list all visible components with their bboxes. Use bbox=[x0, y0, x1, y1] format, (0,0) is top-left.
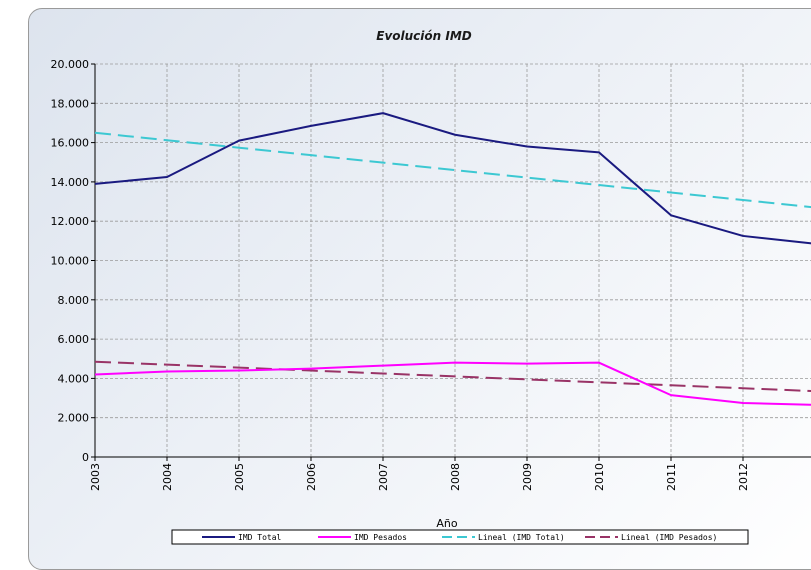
x-tick-label: 2003 bbox=[89, 463, 102, 491]
y-tick-label: 0 bbox=[82, 451, 89, 464]
chart-frame: Evolución IMD 0 2.000 4.000 6.000 8.000 10.00… bbox=[28, 8, 811, 570]
y-tick-label: 4.000 bbox=[58, 372, 90, 385]
x-axis-title: Año bbox=[436, 517, 457, 530]
series-line-imd-pesados bbox=[94, 361, 811, 406]
x-tick-label: 2013 bbox=[809, 463, 811, 491]
x-tick-label: 2008 bbox=[449, 463, 462, 491]
y-tick-label: 10.000 bbox=[51, 255, 90, 268]
y-tick-label: 8.000 bbox=[58, 294, 90, 307]
y-tick-label: 20.000 bbox=[51, 58, 90, 71]
chart-title: Evolución IMD bbox=[376, 29, 472, 43]
y-tick-label: 2.000 bbox=[58, 412, 90, 425]
x-tick-labels: 2003 2004 2005 2006 2007 2008 2009 2010 2011 2012… bbox=[89, 463, 811, 491]
y-tick-label: 12.000 bbox=[51, 215, 90, 228]
y-tick-label: 18.000 bbox=[51, 97, 90, 110]
axes bbox=[91, 63, 811, 461]
x-tick-label: 2009 bbox=[521, 463, 534, 491]
series-lines bbox=[94, 112, 811, 406]
x-tick-label: 2005 bbox=[233, 463, 246, 491]
x-tick-label: 2011 bbox=[665, 463, 678, 491]
series-line-lineal-imd-total bbox=[94, 131, 811, 209]
legend-label: Lineal (IMD Pesados) bbox=[621, 533, 717, 542]
line-chart: Evolución IMD 0 2.000 4.000 6.000 8.000 10.00… bbox=[51, 29, 811, 545]
series-line-lineal-imd-pesados bbox=[94, 360, 811, 393]
x-tick-label: 2004 bbox=[161, 463, 174, 491]
legend-label: Lineal (IMD Total) bbox=[478, 533, 565, 542]
legend-label: IMD Total bbox=[238, 533, 282, 542]
legend-label: IMD Pesados bbox=[354, 533, 407, 542]
series-line-imd-total bbox=[94, 112, 811, 245]
legend: IMD Total IMD Pesados Lineal (IMD Total) Li… bbox=[171, 529, 749, 545]
x-tick-label: 2007 bbox=[377, 463, 390, 491]
y-tick-label: 16.000 bbox=[51, 137, 90, 150]
y-tick-label: 6.000 bbox=[58, 333, 90, 346]
x-tick-label: 2006 bbox=[305, 463, 318, 491]
y-tick-labels: 0 2.000 4.000 6.000 8.000 10.000 12.000 14.000 1… bbox=[51, 58, 90, 464]
x-tick-label: 2010 bbox=[593, 463, 606, 491]
x-tick-label: 2012 bbox=[737, 463, 750, 491]
y-tick-label: 14.000 bbox=[51, 176, 90, 189]
grid bbox=[95, 63, 811, 457]
